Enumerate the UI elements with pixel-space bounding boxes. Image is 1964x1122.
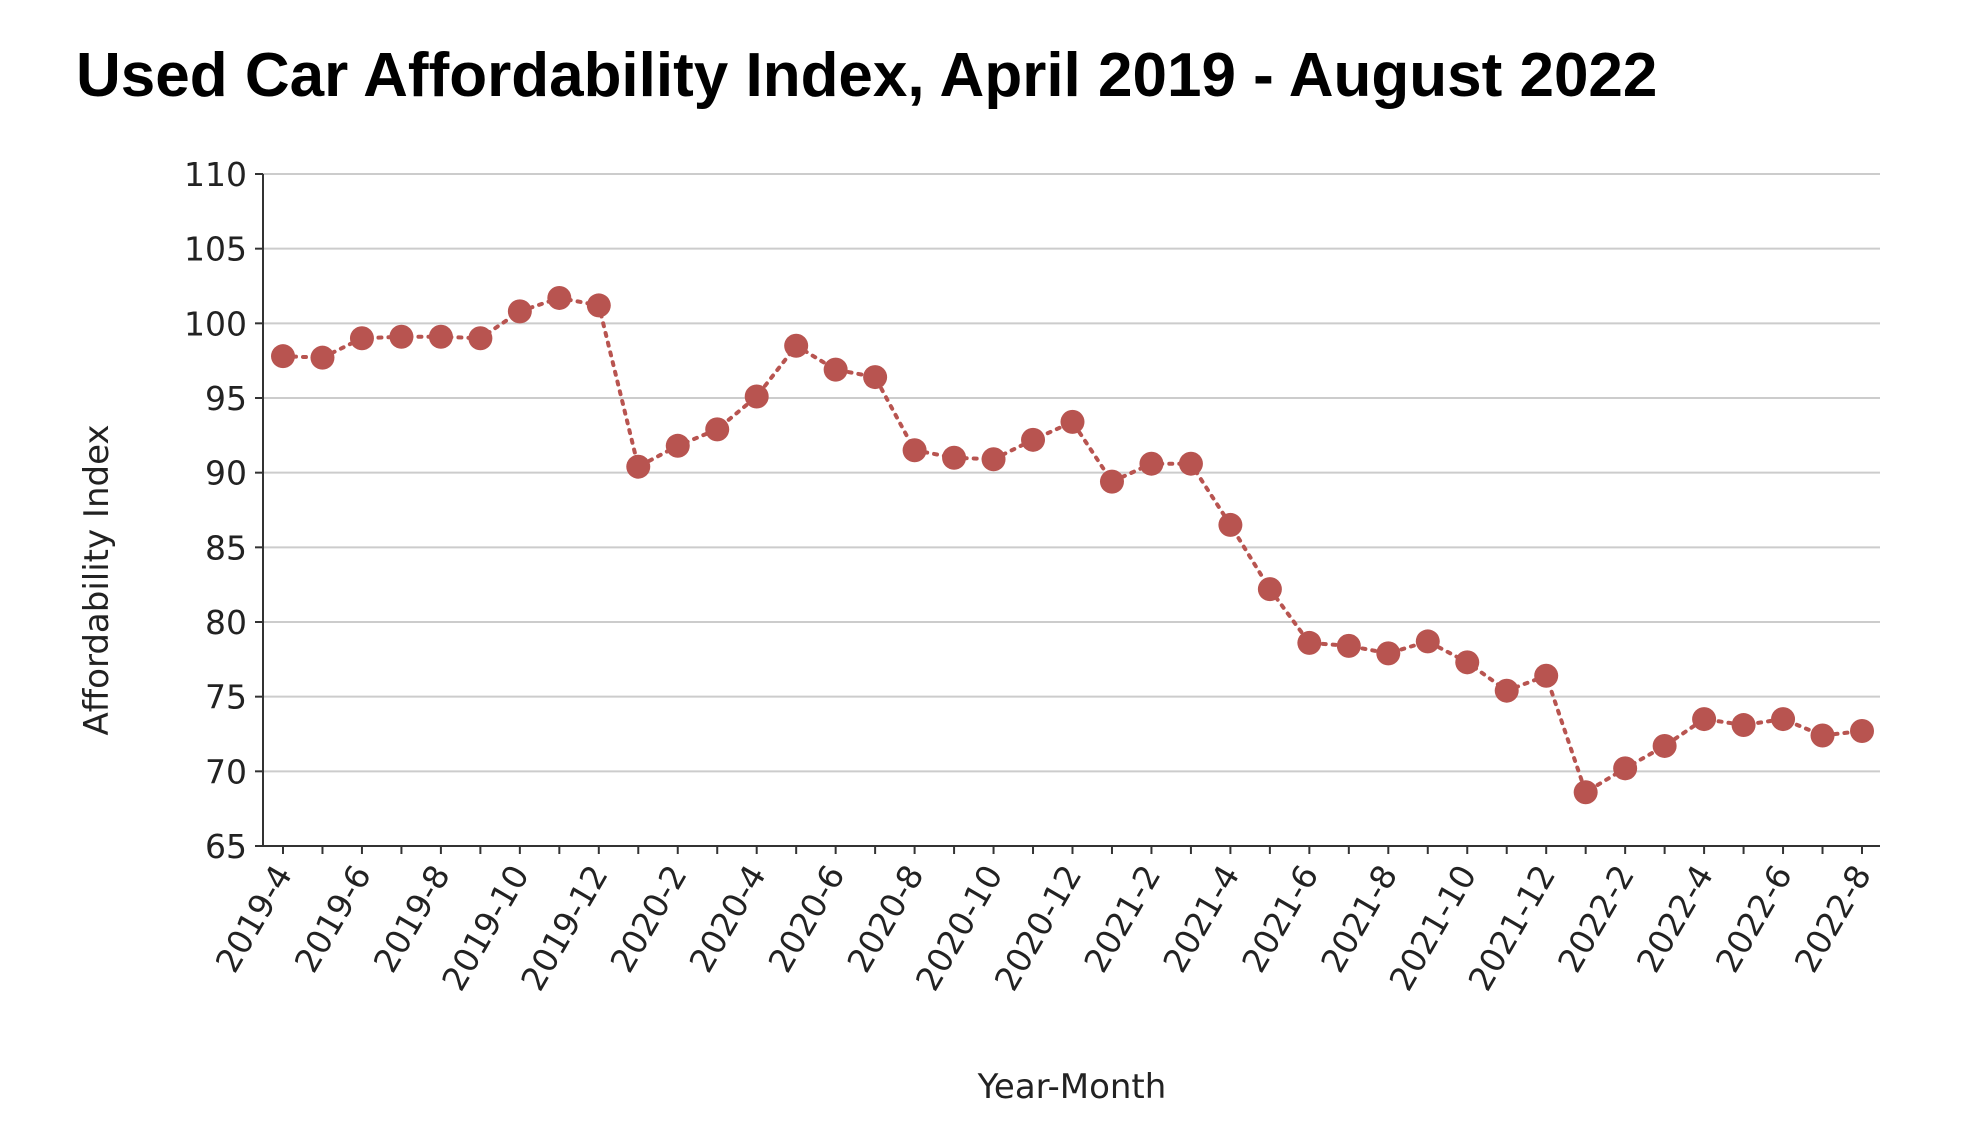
data-point [1060, 409, 1085, 434]
data-point [1652, 733, 1677, 758]
data-point [310, 345, 335, 370]
data-point [1731, 713, 1756, 738]
data-point [665, 433, 690, 458]
data-point [1613, 756, 1638, 781]
x-tick-label: 2022-6 [1708, 858, 1800, 979]
data-point [1534, 663, 1559, 688]
x-tick-label: 2020-4 [681, 858, 773, 979]
data-point [705, 417, 730, 442]
x-axis-ticks: 2019-42019-62019-82019-102019-122020-220… [208, 858, 1879, 997]
y-tick-label: 80 [205, 603, 247, 642]
data-point [1139, 451, 1164, 476]
x-tick-label: 2022-8 [1787, 858, 1879, 979]
y-tick-label: 100 [184, 304, 247, 343]
data-point [389, 324, 414, 349]
x-tick-label: 2022-2 [1550, 858, 1642, 979]
data-point [349, 326, 374, 351]
data-point [1692, 707, 1717, 732]
data-point [902, 438, 927, 463]
x-axis-title: Year-Month [977, 1067, 1167, 1107]
data-point [784, 333, 809, 358]
data-point [507, 299, 532, 324]
data-point [863, 365, 888, 390]
gridlines [263, 173, 1880, 773]
data-point [1850, 719, 1874, 744]
data-point [1415, 629, 1440, 654]
x-tick-label: 2021-6 [1234, 858, 1326, 979]
data-point [1455, 650, 1480, 675]
y-tick-label: 65 [205, 827, 247, 866]
y-axis-title: Affordability Index [77, 424, 117, 735]
data-point [1376, 641, 1401, 666]
data-series [271, 285, 1874, 805]
data-point [823, 357, 848, 382]
data-point [468, 326, 493, 351]
y-tick-label: 105 [184, 230, 247, 269]
chart-title: Used Car Affordability Index, April 2019… [76, 41, 1658, 110]
y-tick-label: 85 [205, 528, 247, 567]
y-axis-ticks: 65 70 75 80 85 90 95 100 105 110 [184, 155, 247, 866]
data-point [1771, 707, 1796, 732]
data-point [1099, 469, 1124, 494]
data-point [586, 293, 611, 318]
x-tick-label: 2020-2 [602, 858, 694, 979]
data-point [1810, 723, 1835, 748]
data-point [1494, 678, 1519, 703]
data-point [428, 324, 453, 349]
x-tick-label: 2020-6 [760, 858, 852, 979]
y-tick-label: 110 [184, 155, 247, 194]
series-line [281, 295, 1864, 796]
data-point [1336, 633, 1361, 658]
data-point [271, 344, 295, 369]
data-point [1257, 577, 1282, 602]
data-point [547, 285, 572, 310]
data-point [1178, 451, 1203, 476]
x-tick-label: 2019-6 [287, 858, 379, 979]
data-point [626, 454, 651, 479]
data-point [1573, 780, 1598, 805]
y-tick-label: 70 [205, 752, 247, 791]
y-tick-label: 95 [205, 379, 247, 418]
data-point [981, 447, 1006, 472]
y-tick-label: 75 [205, 678, 247, 717]
data-point [1297, 630, 1322, 655]
axes [255, 173, 1880, 854]
data-point [744, 384, 769, 409]
x-tick-label: 2021-2 [1076, 858, 1168, 979]
data-point [1218, 512, 1243, 537]
data-point [942, 445, 967, 470]
x-tick-label: 2021-4 [1155, 858, 1247, 979]
x-tick-label: 2019-4 [208, 858, 300, 979]
y-tick-label: 90 [205, 454, 247, 493]
data-point [1021, 427, 1046, 452]
x-tick-label: 2022-4 [1629, 858, 1721, 979]
